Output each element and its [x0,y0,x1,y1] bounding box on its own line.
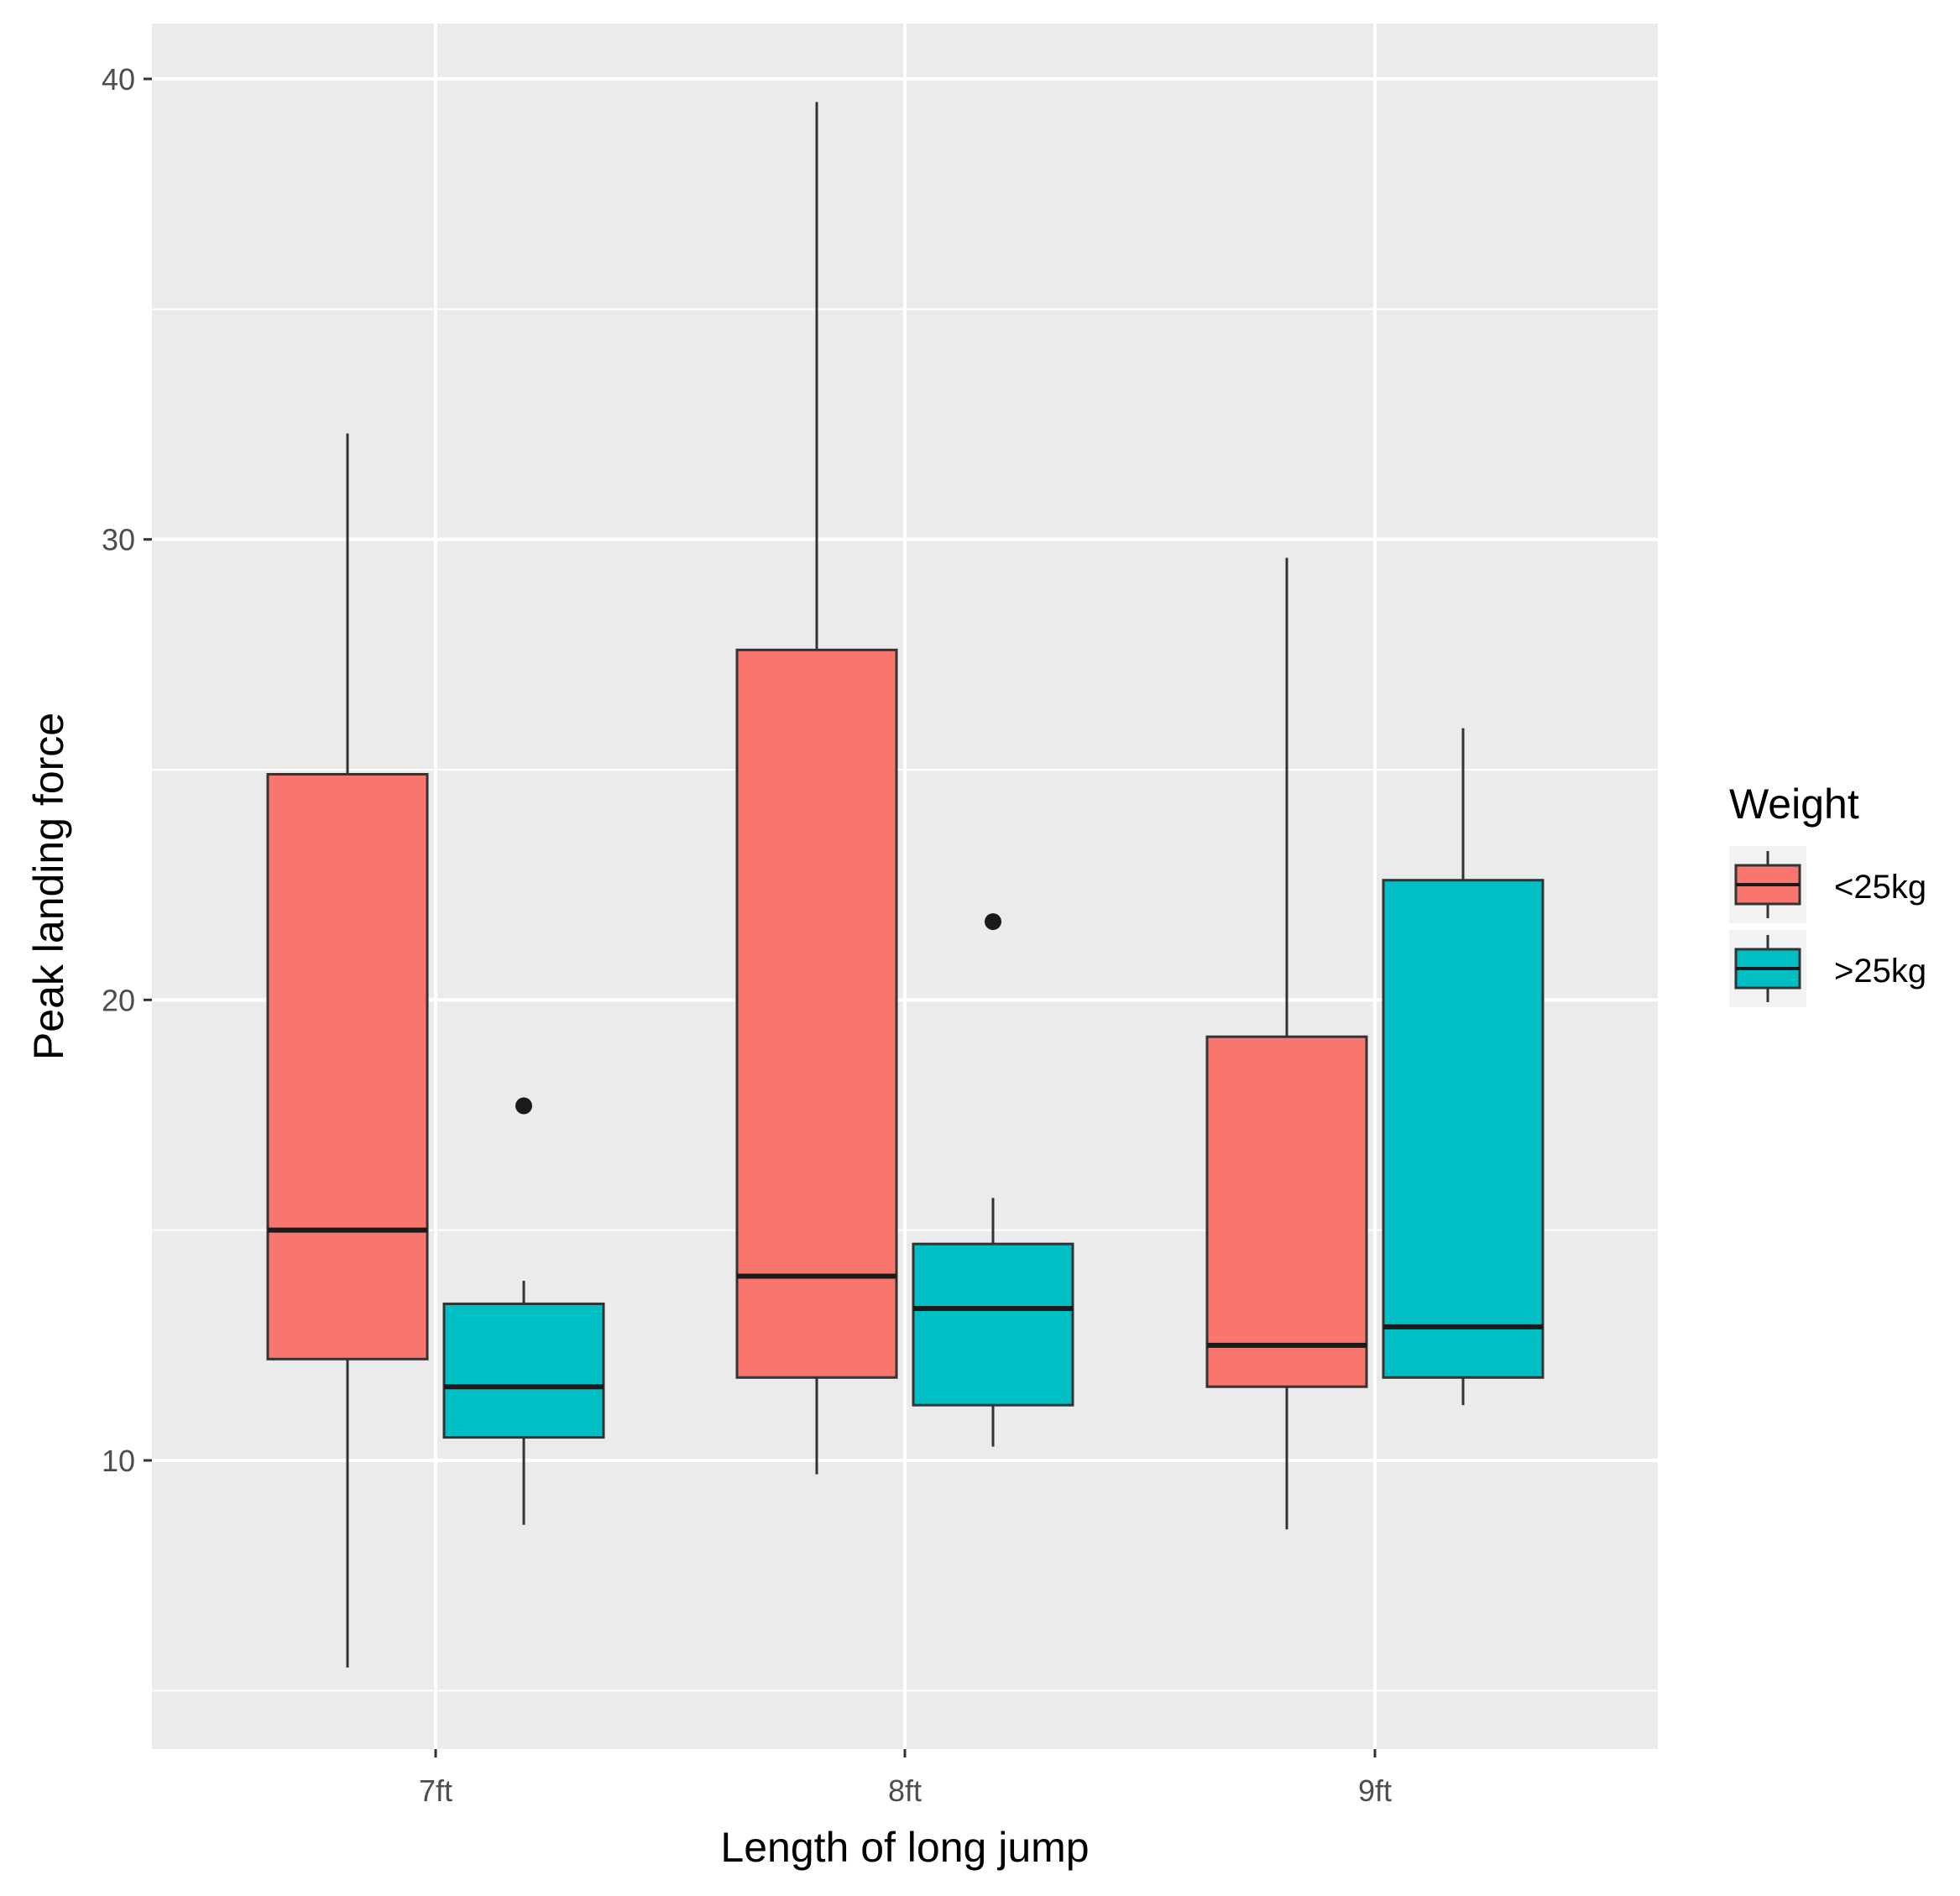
box-iqr [913,1244,1073,1405]
y-tick-label: 40 [102,62,135,97]
box-iqr [1383,880,1543,1378]
x-axis-title: Length of long jump [720,1824,1089,1871]
box-iqr [1207,1037,1367,1387]
legend-keys [1729,846,1806,1007]
legend-title: Weight [1729,781,1859,828]
legend-key-gt25kg [1729,930,1806,1007]
box-iqr [737,650,896,1377]
y-tick-label: 10 [102,1444,135,1478]
x-tick-label: 8ft [888,1773,922,1808]
box-iqr [268,774,427,1359]
legend-key-lt25kg [1729,846,1806,923]
y-tick-label: 30 [102,523,135,557]
box-iqr [444,1303,604,1437]
legend-label-lt25: <25kg [1834,869,1926,906]
x-axis: 7ft 8ft 9ft [419,1749,1392,1808]
legend-label-gt25: >25kg [1834,953,1926,990]
x-tick-label: 9ft [1358,1773,1392,1808]
y-axis-title: Peak landing force [25,713,72,1060]
x-tick-label: 7ft [419,1773,452,1808]
legend: Weight <25kg >25kg [1729,781,1926,1007]
y-axis: 10 20 30 40 [102,62,152,1478]
y-tick-label: 20 [102,983,135,1017]
outlier-point [985,913,1001,930]
outlier-point [515,1098,532,1115]
boxplot-chart: 10 20 30 40 7ft 8ft 9ft Length of long jump P… [0,0,1960,1896]
